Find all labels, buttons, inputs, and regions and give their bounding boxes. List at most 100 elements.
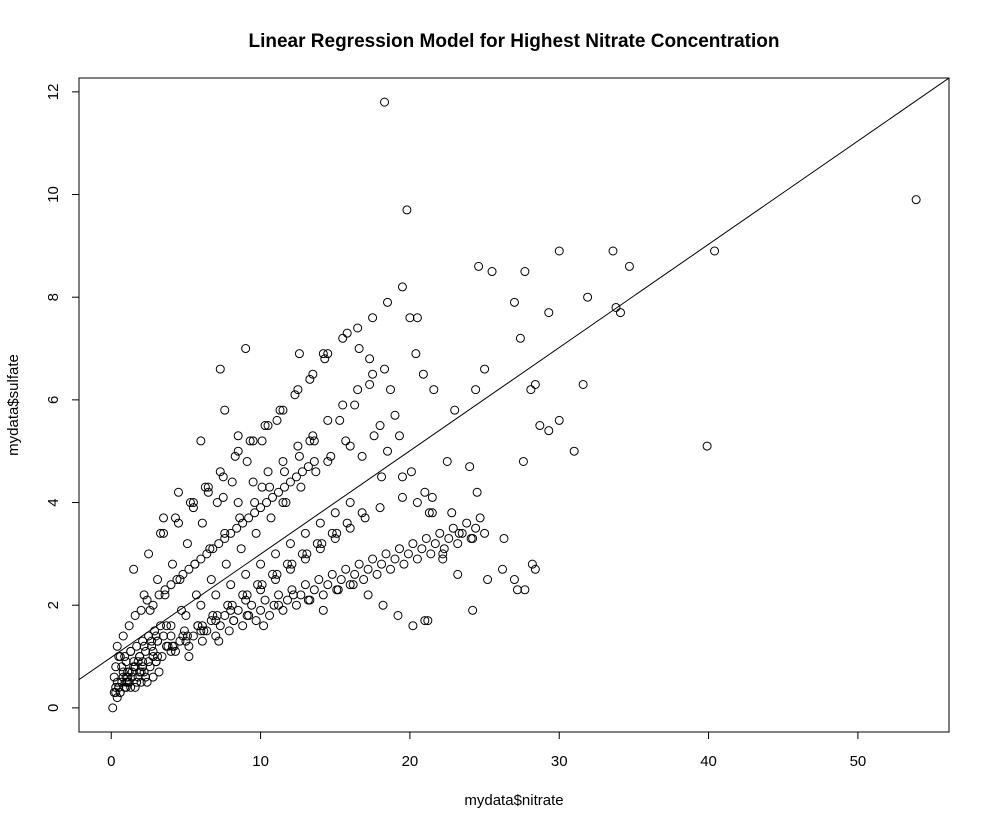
data-point (166, 646, 176, 656)
data-point (221, 559, 231, 569)
data-point (294, 451, 304, 461)
data-point (335, 415, 345, 425)
data-point (417, 544, 427, 554)
data-point (359, 575, 369, 585)
data-point (173, 487, 183, 497)
data-point (702, 441, 712, 451)
data-point (338, 400, 348, 410)
data-point (151, 657, 161, 667)
data-point (265, 482, 275, 492)
data-point (530, 564, 540, 574)
data-point (354, 559, 364, 569)
data-point (526, 385, 536, 395)
data-point (184, 652, 194, 662)
data-point (167, 641, 177, 651)
data-point (350, 569, 360, 579)
data-point (111, 682, 121, 692)
data-point (129, 657, 139, 667)
data-point (342, 328, 352, 338)
data-point (710, 246, 720, 256)
data-point (368, 554, 378, 564)
data-point (611, 302, 621, 312)
data-point (308, 431, 318, 441)
data-point (148, 646, 158, 656)
data-point (166, 580, 176, 590)
data-point (196, 626, 206, 636)
data-point (287, 559, 297, 569)
data-point (383, 297, 393, 307)
data-point (487, 267, 497, 277)
data-point (296, 482, 306, 492)
data-point (318, 590, 328, 600)
data-point (583, 292, 593, 302)
data-point (212, 610, 222, 620)
data-point (272, 569, 282, 579)
data-point (380, 97, 390, 107)
data-point (132, 641, 142, 651)
data-point (120, 682, 130, 692)
data-point (297, 467, 307, 477)
data-point (535, 421, 545, 431)
data-point (326, 451, 336, 461)
data-point (253, 580, 263, 590)
data-point (156, 528, 166, 538)
data-point (390, 554, 400, 564)
data-point (197, 518, 207, 528)
data-point (241, 569, 251, 579)
data-point (248, 436, 258, 446)
data-point (420, 616, 430, 626)
data-point (182, 631, 192, 641)
data-point (133, 672, 143, 682)
data-point (512, 585, 522, 595)
data-point (294, 349, 304, 359)
data-point (141, 646, 151, 656)
data-point (123, 677, 133, 687)
data-point (483, 575, 493, 585)
data-point (226, 605, 236, 615)
data-point (305, 436, 315, 446)
data-point (233, 446, 243, 456)
data-point (357, 508, 367, 518)
data-point (153, 636, 163, 646)
data-point (394, 544, 404, 554)
data-point (170, 646, 180, 656)
data-point (223, 600, 233, 610)
data-point (296, 590, 306, 600)
data-point (257, 436, 267, 446)
data-point (215, 467, 225, 477)
data-point (170, 513, 180, 523)
data-point (293, 441, 303, 451)
data-point (172, 575, 182, 585)
data-point (157, 652, 167, 662)
data-point (375, 421, 385, 431)
data-point (181, 610, 191, 620)
data-point (272, 415, 282, 425)
data-point (188, 631, 198, 641)
data-point (251, 616, 261, 626)
data-point (162, 641, 172, 651)
data-point (394, 431, 404, 441)
data-point (257, 482, 267, 492)
data-point (178, 631, 188, 641)
data-point (360, 513, 370, 523)
data-point (378, 600, 388, 610)
data-point (178, 569, 188, 579)
data-point (447, 508, 457, 518)
data-point (453, 539, 463, 549)
data-point (190, 559, 200, 569)
data-point (235, 513, 245, 523)
data-point (383, 446, 393, 456)
data-point (147, 641, 157, 651)
data-point (121, 657, 131, 667)
data-point (175, 575, 185, 585)
data-point (220, 528, 230, 538)
data-point (412, 498, 422, 508)
data-point (354, 344, 364, 354)
data-point (357, 451, 367, 461)
data-point (274, 487, 284, 497)
data-point (196, 600, 206, 610)
data-point (117, 677, 127, 687)
data-point (429, 385, 439, 395)
data-point (302, 549, 312, 559)
